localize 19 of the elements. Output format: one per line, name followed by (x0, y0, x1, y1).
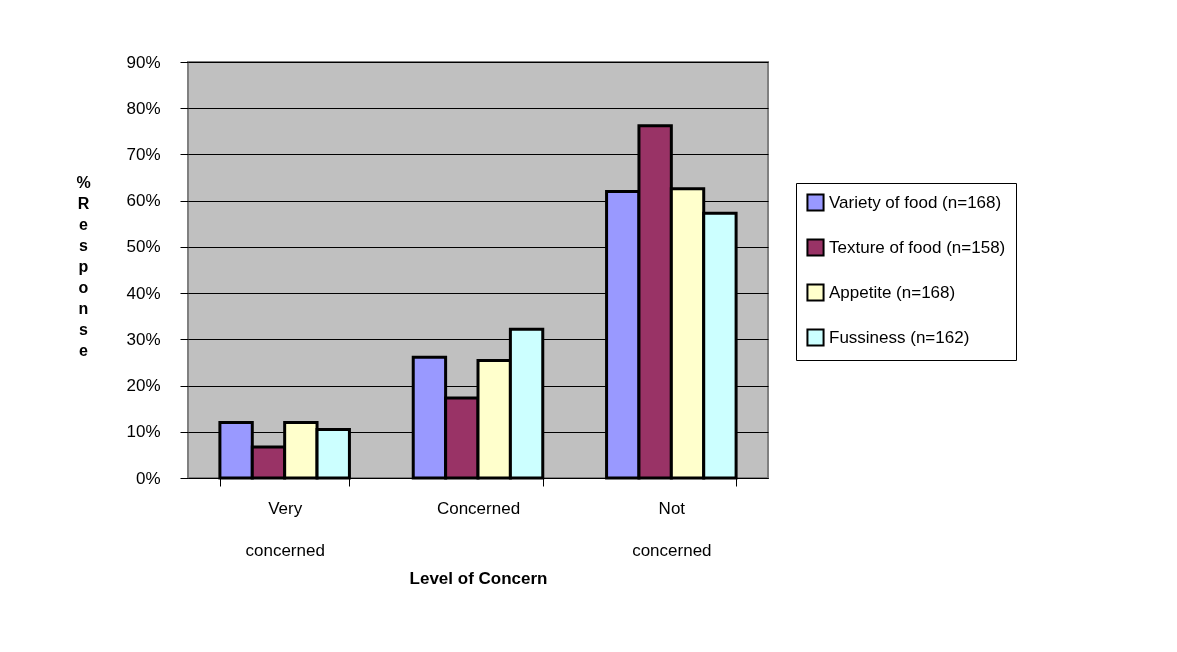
y-tick-label: 70% (126, 144, 161, 164)
y-tick-label: 0% (135, 468, 161, 488)
y-tick-label: 60% (126, 191, 161, 211)
category-label: Not concerned (632, 498, 712, 560)
y-tick-label: 20% (126, 376, 161, 396)
legend-label: Variety of food (n=168) (829, 192, 1002, 212)
x-axis-title: Level of Concern (409, 568, 548, 588)
y-tick-label: 90% (126, 52, 161, 72)
y-tick-label: 80% (126, 98, 161, 118)
legend-label: Appetite (n=168) (829, 282, 956, 302)
y-tick-label: 40% (126, 283, 161, 303)
y-tick-label: 10% (126, 422, 161, 442)
category-label: Very concerned (245, 498, 325, 560)
legend-label: Fussiness (n=162) (829, 327, 970, 347)
text: % Response (76, 173, 91, 359)
y-tick-label: 50% (126, 237, 161, 257)
x-tick-label: Concerned (436, 498, 521, 518)
legend-label: Texture of food (n=158) (829, 237, 1006, 257)
y-tick-label: 30% (126, 329, 161, 349)
